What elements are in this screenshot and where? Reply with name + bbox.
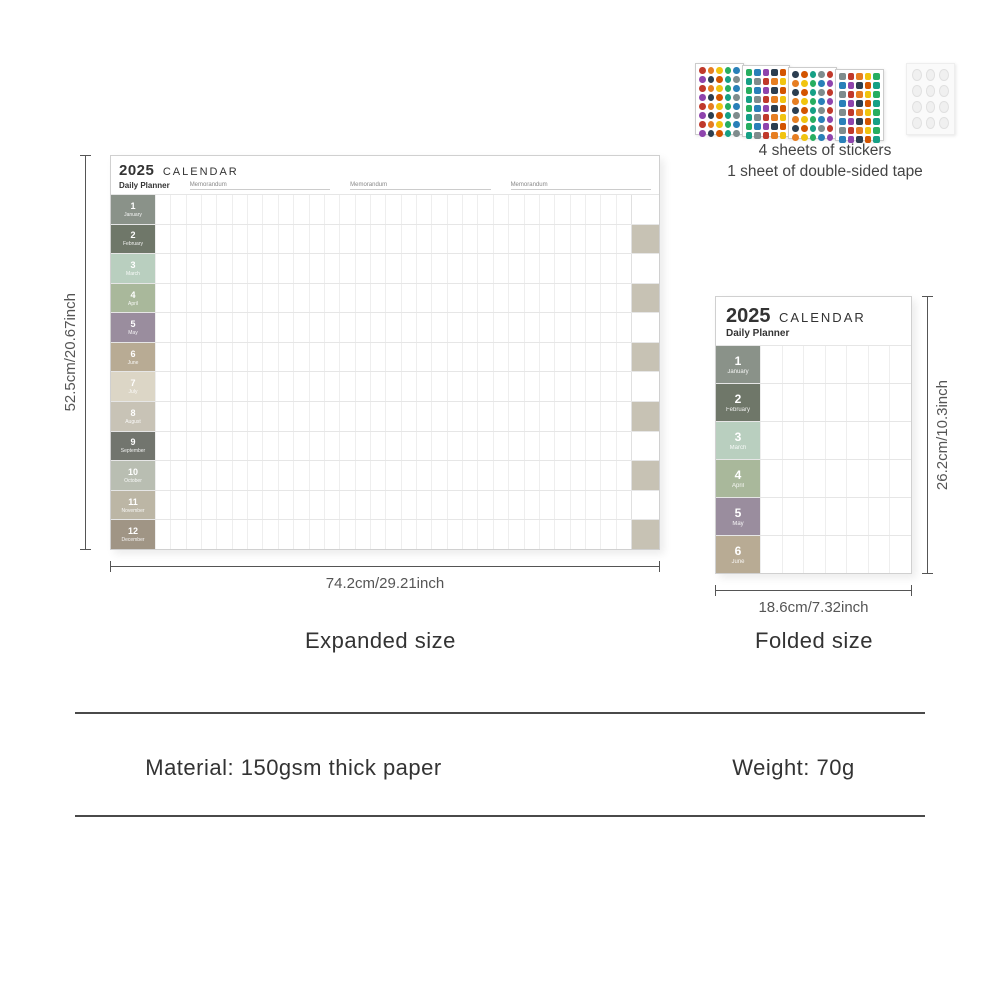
folded-calendar: 2025 CALENDAR Daily Planner 1January2Feb…	[715, 296, 912, 574]
folded-size-label: Folded size	[755, 628, 873, 654]
fold-row-5: 5May	[716, 497, 911, 535]
fold-month-4: 4April	[716, 460, 760, 497]
exp-row-3: 3March	[111, 253, 659, 283]
memorandum-2: Memorandum	[350, 182, 490, 190]
exp-month-2: 2February	[111, 225, 155, 254]
fold-month-3: 3March	[716, 422, 760, 459]
sticker-sheet-3	[788, 67, 837, 139]
stickers-line1: 4 sheets of stickers	[695, 141, 955, 162]
dim-exp-w-label: 74.2cm/29.21inch	[326, 575, 444, 592]
tape-sheet	[906, 63, 955, 135]
stickers-block: 4 sheets of stickers 1 sheet of double-s…	[695, 63, 955, 183]
exp-row-9: 9September	[111, 431, 659, 461]
exp-month-7: 7July	[111, 372, 155, 401]
fold-row-1: 1January	[716, 345, 911, 383]
fold-month-1: 1January	[716, 346, 760, 383]
fold-row-2: 2February	[716, 383, 911, 421]
exp-month-5: 5May	[111, 313, 155, 342]
dim-expanded-width: 74.2cm/29.21inch	[110, 566, 660, 592]
folded-header: 2025 CALENDAR Daily Planner	[716, 297, 911, 345]
dim-expanded-height: 52.5cm/20.67inch	[62, 155, 86, 550]
dim-fold-w-label: 18.6cm/7.32inch	[758, 599, 868, 616]
dim-fold-h-label: 26.2cm/10.3inch	[934, 380, 951, 490]
spec-material: Material: 150gsm thick paper	[145, 755, 441, 781]
divider-bottom	[75, 815, 925, 817]
stickers-line2: 1 sheet of double-sided tape	[695, 162, 955, 183]
fold-month-2: 2February	[716, 384, 760, 421]
exp-row-1: 1January	[111, 194, 659, 224]
fold-row-6: 6June	[716, 535, 911, 573]
exp-row-2: 2February	[111, 224, 659, 254]
exp-row-11: 11November	[111, 490, 659, 520]
exp-row-7: 7July	[111, 371, 659, 401]
year: 2025	[119, 162, 154, 179]
exp-row-4: 4April	[111, 283, 659, 313]
specs-row: Material: 150gsm thick paper Weight: 70g	[0, 755, 1000, 781]
divider-top	[75, 712, 925, 714]
sticker-sheet-2	[742, 65, 791, 137]
expanded-size-label: Expanded size	[305, 628, 456, 654]
exp-row-10: 10October	[111, 460, 659, 490]
sticker-sheet-4	[835, 69, 884, 141]
fold-row-4: 4April	[716, 459, 911, 497]
exp-row-8: 8August	[111, 401, 659, 431]
calendar-word: CALENDAR	[163, 166, 239, 178]
spec-weight: Weight: 70g	[732, 755, 855, 781]
exp-month-6: 6June	[111, 343, 155, 372]
exp-row-12: 12December	[111, 519, 659, 549]
exp-month-10: 10October	[111, 461, 155, 490]
fold-month-6: 6June	[716, 536, 760, 573]
dim-folded-height: 26.2cm/10.3inch	[927, 296, 951, 574]
exp-month-12: 12December	[111, 520, 155, 549]
expanded-header: 2025 CALENDAR Daily Planner Memorandum M…	[111, 156, 659, 194]
subtitle: Daily Planner	[119, 181, 170, 190]
year-folded: 2025	[726, 305, 771, 327]
memorandum-3: Memorandum	[511, 182, 651, 190]
subtitle-folded: Daily Planner	[726, 328, 901, 339]
expanded-calendar: 2025 CALENDAR Daily Planner Memorandum M…	[110, 155, 660, 550]
exp-month-9: 9September	[111, 432, 155, 461]
dim-exp-h-label: 52.5cm/20.67inch	[62, 293, 79, 411]
exp-month-11: 11November	[111, 491, 155, 520]
fold-month-5: 5May	[716, 498, 760, 535]
fold-row-3: 3March	[716, 421, 911, 459]
dim-folded-width: 18.6cm/7.32inch	[715, 590, 912, 616]
exp-month-3: 3March	[111, 254, 155, 283]
exp-row-5: 5May	[111, 312, 659, 342]
calendar-word-folded: CALENDAR	[779, 310, 866, 325]
sticker-sheet-1	[695, 63, 744, 135]
memorandum-1: Memorandum	[190, 182, 330, 190]
exp-month-8: 8August	[111, 402, 155, 431]
exp-month-4: 4April	[111, 284, 155, 313]
exp-month-1: 1January	[111, 195, 155, 224]
exp-row-6: 6June	[111, 342, 659, 372]
